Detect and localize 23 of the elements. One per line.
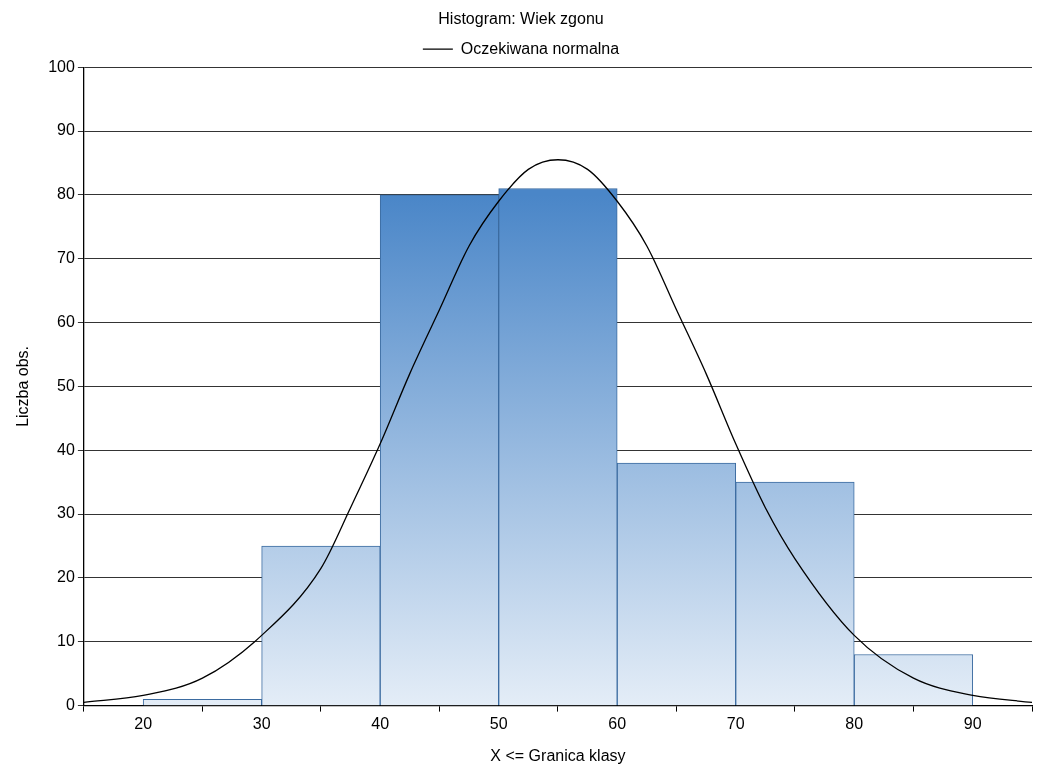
y-tick-label: 0 xyxy=(65,696,75,714)
x-axis-title: X <= Granica klasy xyxy=(490,746,626,764)
x-tick-label: 50 xyxy=(489,714,508,732)
y-tick-label: 100 xyxy=(48,57,75,75)
x-tick-label: 30 xyxy=(252,714,271,732)
x-tick-label: 70 xyxy=(726,714,745,732)
y-tick-label: 40 xyxy=(57,440,75,458)
y-tick-label: 50 xyxy=(57,376,75,394)
y-tick-label: 10 xyxy=(57,632,75,650)
y-tick-label: 30 xyxy=(57,504,75,522)
y-tick-label: 20 xyxy=(57,568,75,586)
x-tick-label: 40 xyxy=(371,714,390,732)
x-tick-label: 20 xyxy=(134,714,153,732)
legend-label: Oczekiwana normalna xyxy=(460,39,620,57)
chart-title: Histogram: Wiek zgonu xyxy=(438,10,604,28)
x-tick-label: 60 xyxy=(608,714,627,732)
y-tick-label: 90 xyxy=(57,121,75,139)
y-tick-label: 80 xyxy=(57,185,75,203)
x-tick-label: 80 xyxy=(845,714,864,732)
y-tick-label: 60 xyxy=(57,312,75,330)
y-tick-label: 70 xyxy=(57,249,75,267)
y-axis-title: Liczba obs. xyxy=(14,345,32,427)
x-tick-label: 90 xyxy=(963,714,982,732)
